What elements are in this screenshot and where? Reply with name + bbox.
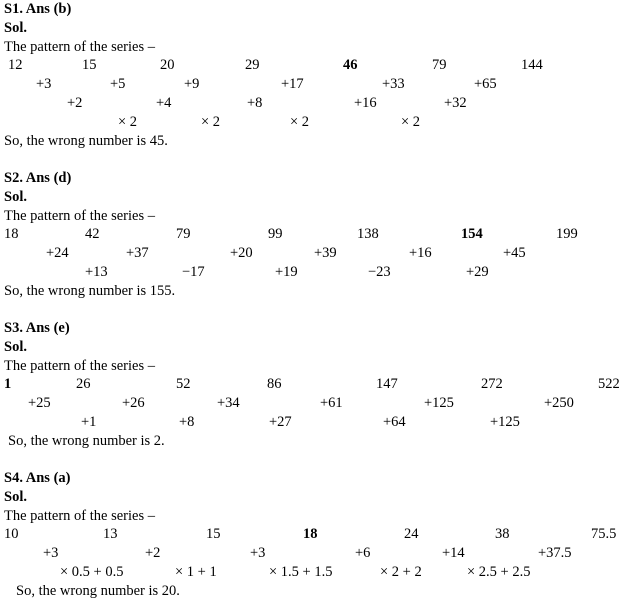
series-step: +39 (314, 245, 337, 261)
sol-label: Sol. (4, 20, 27, 36)
series-term: 18 (4, 226, 19, 242)
series-step: +2 (67, 95, 83, 111)
sol-label: Sol. (4, 489, 27, 505)
series-step: +6 (355, 545, 371, 561)
series-term: 154 (461, 226, 483, 242)
series-step: +8 (179, 414, 195, 430)
series-term: 147 (376, 376, 398, 392)
series-step: +3 (43, 545, 59, 561)
series-step: +125 (424, 395, 454, 411)
sol-label: Sol. (4, 339, 27, 355)
answer-heading: S1. Ans (b) (4, 1, 72, 17)
series-step: +14 (442, 545, 465, 561)
series-term: 144 (521, 57, 543, 73)
series-term: 20 (160, 57, 175, 73)
series-step: +125 (490, 414, 520, 430)
series-step: +3 (250, 545, 266, 561)
series-term: 46 (343, 57, 358, 73)
answer-heading: S4. Ans (a) (4, 470, 71, 486)
series-step: × 2 (201, 114, 221, 130)
series-step: +19 (275, 264, 298, 280)
series-step: +9 (184, 76, 200, 92)
series-term: 18 (303, 526, 318, 542)
series-step: +45 (503, 245, 526, 261)
series-step: +16 (354, 95, 377, 111)
series-term: 79 (432, 57, 447, 73)
conclusion: So, the wrong number is 20. (16, 582, 180, 599)
sol-label: Sol. (4, 189, 27, 205)
series-term: 99 (268, 226, 283, 242)
series-step: × 2 (401, 114, 421, 130)
series-term: 10 (4, 526, 19, 542)
series-step: +37.5 (538, 545, 572, 561)
series-step: +61 (320, 395, 343, 411)
series-term: 26 (76, 376, 91, 392)
series-step: +64 (383, 414, 406, 430)
series-step: +32 (444, 95, 467, 111)
series-step: +33 (382, 76, 405, 92)
series-step: +17 (281, 76, 304, 92)
series-term: 272 (481, 376, 503, 392)
series-term: 12 (8, 57, 23, 73)
series-step: +5 (110, 76, 126, 92)
conclusion: So, the wrong number is 155. (4, 282, 176, 299)
series-step: +24 (46, 245, 69, 261)
series-term: 29 (245, 57, 260, 73)
series-term: 38 (495, 526, 510, 542)
series-step: +27 (269, 414, 292, 430)
series-step: +16 (409, 245, 432, 261)
series-step: +26 (122, 395, 145, 411)
series-term: 79 (176, 226, 191, 242)
series-step: +8 (247, 95, 263, 111)
series-term: 13 (103, 526, 118, 542)
series-step: × 2 (118, 114, 138, 130)
series-step: +20 (230, 245, 253, 261)
series-term: 24 (404, 526, 419, 542)
pattern-text: The pattern of the series – (4, 38, 155, 55)
pattern-text: The pattern of the series – (4, 357, 155, 374)
pattern-text: The pattern of the series – (4, 207, 155, 224)
series-step: +29 (466, 264, 489, 280)
answer-heading: S2. Ans (d) (4, 170, 72, 186)
series-term: 138 (357, 226, 379, 242)
series-step: × 2 + 2 (380, 564, 422, 580)
series-step: +13 (85, 264, 108, 280)
series-step: × 2.5 + 2.5 (467, 564, 531, 580)
series-step: −17 (182, 264, 205, 280)
series-term: 15 (206, 526, 221, 542)
series-step: +65 (474, 76, 497, 92)
series-step: +4 (156, 95, 172, 111)
series-step: × 1 + 1 (175, 564, 217, 580)
series-term: 15 (82, 57, 97, 73)
conclusion: So, the wrong number is 45. (4, 132, 168, 149)
series-term: 42 (85, 226, 100, 242)
series-step: +1 (81, 414, 97, 430)
series-step: +25 (28, 395, 51, 411)
series-step: −23 (368, 264, 391, 280)
series-step: +37 (126, 245, 149, 261)
series-step: +3 (36, 76, 52, 92)
series-term: 86 (267, 376, 282, 392)
series-step: × 0.5 + 0.5 (60, 564, 124, 580)
series-step: +2 (145, 545, 161, 561)
answer-heading: S3. Ans (e) (4, 320, 70, 336)
series-term: 522 (598, 376, 620, 392)
series-term: 75.5 (591, 526, 617, 542)
series-step: +250 (544, 395, 574, 411)
series-step: × 1.5 + 1.5 (269, 564, 333, 580)
series-step: × 2 (290, 114, 310, 130)
conclusion: So, the wrong number is 2. (8, 432, 165, 449)
series-term: 199 (556, 226, 578, 242)
series-term: 1 (4, 376, 12, 392)
series-step: +34 (217, 395, 240, 411)
pattern-text: The pattern of the series – (4, 507, 155, 524)
series-term: 52 (176, 376, 191, 392)
